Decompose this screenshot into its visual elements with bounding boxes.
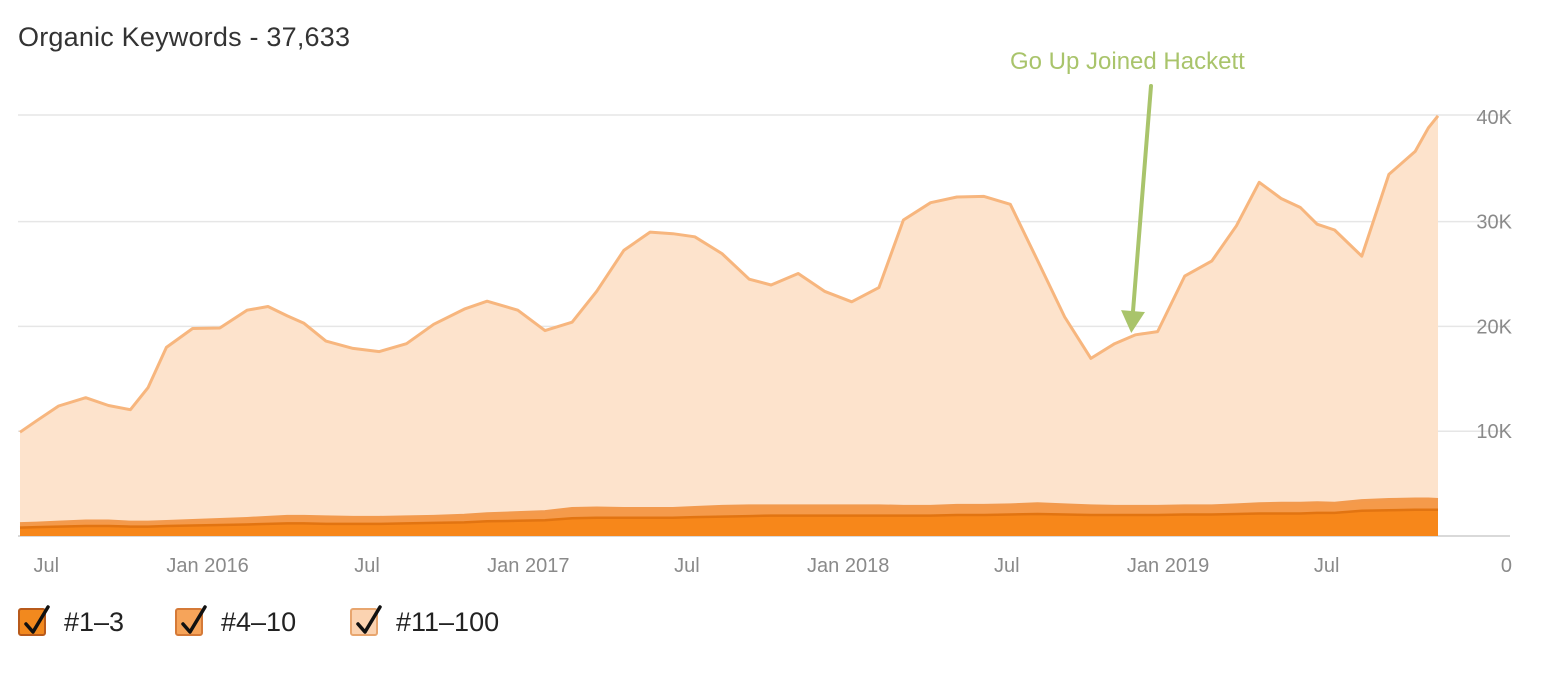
y-tick-label: 0 <box>1501 555 1512 577</box>
x-tick-label: Jan 2017 <box>487 555 569 577</box>
area-rank-11-100 <box>20 115 1438 524</box>
x-tick-label: Jul <box>1314 555 1340 577</box>
x-tick-label: Jan 2019 <box>1127 555 1209 577</box>
y-axis-ticks: 0 10K 20K 30K 40K <box>1476 107 1512 577</box>
annotation-label: Go Up Joined Hackett <box>1010 48 1245 75</box>
checkmark-icon <box>24 605 50 634</box>
y-tick-label: 40K <box>1476 107 1512 129</box>
legend-checkbox[interactable] <box>350 605 382 636</box>
area-rank-1-3-line <box>19 508 1438 529</box>
area-rank-4-10-line <box>19 497 1439 525</box>
legend-item-rank-1-3[interactable]: #1–3 <box>18 604 124 640</box>
x-tick-label: Jul <box>994 555 1020 577</box>
legend-item-rank-4-10[interactable]: #4–10 <box>175 604 296 640</box>
annotation-arrow <box>1121 84 1153 333</box>
x-tick-label: Jul <box>354 555 380 577</box>
legend-checkbox[interactable] <box>175 605 207 636</box>
legend-label: #11–100 <box>396 606 500 637</box>
chart-areas <box>19 114 1440 536</box>
x-tick-label: Jul <box>674 555 700 577</box>
y-tick-label: 20K <box>1476 316 1512 338</box>
annotation-arrow-head <box>1121 310 1145 333</box>
x-tick-label: Jan 2016 <box>166 555 248 577</box>
checkmark-icon <box>181 605 207 634</box>
legend-label: #1–3 <box>64 606 125 637</box>
y-tick-label: 10K <box>1476 421 1512 443</box>
legend-label: #4–10 <box>221 606 297 637</box>
page-title: Organic Keywords - 37,633 <box>18 22 351 52</box>
area-rank-11-100-line <box>19 114 1440 434</box>
x-axis-ticks: Jul Jan 2016 Jul Jan 2017 Jul Jan 2018 Jul Jan … <box>34 555 1340 577</box>
x-tick-label: Jul <box>34 555 60 577</box>
legend-checkbox[interactable] <box>18 605 50 636</box>
checkmark-icon <box>356 605 382 634</box>
y-tick-label: 30K <box>1476 212 1512 234</box>
annotation-arrow-shaft <box>1131 84 1153 314</box>
area-rank-1-3 <box>20 509 1438 536</box>
legend-item-rank-11-100[interactable]: #11–100 <box>350 604 499 640</box>
x-tick-label: Jan 2018 <box>807 555 889 577</box>
